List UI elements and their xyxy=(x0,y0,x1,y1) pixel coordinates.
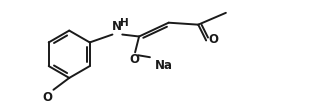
Text: O: O xyxy=(43,91,52,104)
Text: Na: Na xyxy=(155,59,173,72)
Text: O: O xyxy=(129,53,139,66)
Text: H: H xyxy=(120,18,129,28)
Text: O: O xyxy=(208,33,218,46)
Text: N: N xyxy=(112,20,122,33)
